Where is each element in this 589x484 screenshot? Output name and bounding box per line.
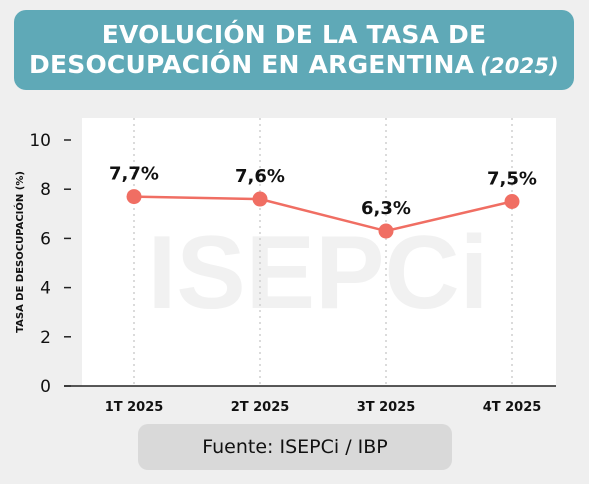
source-footer: Fuente: ISEPCi / IBP — [138, 424, 452, 470]
chart-title-year: (2025) — [480, 53, 559, 78]
data-point — [252, 191, 268, 207]
x-tick-label: 4T 2025 — [483, 400, 542, 415]
y-tick-label: 4 — [40, 279, 51, 299]
chart-title-line1: EVOLUCIÓN DE LA TASA DE — [101, 19, 487, 49]
x-tick-label: 2T 2025 — [231, 400, 290, 415]
data-labels: 7,7% 7,6% 6,3% 7,5% — [109, 164, 537, 219]
x-tick-label: 1T 2025 — [105, 400, 164, 415]
data-label: 7,6% — [235, 166, 285, 187]
series-line — [133, 195, 513, 233]
data-label: 7,5% — [487, 169, 537, 190]
title-banner: EVOLUCIÓN DE LA TASA DE DESOCUPACIÓN EN … — [14, 10, 574, 90]
chart-title-line2: DESOCUPACIÓN EN ARGENTINA (2025) — [29, 50, 559, 81]
data-label: 6,3% — [361, 198, 411, 219]
y-tick-label: 6 — [40, 229, 51, 249]
data-label: 7,7% — [109, 164, 159, 185]
plot-area — [82, 118, 556, 386]
grid-lines — [133, 118, 513, 386]
x-tick-label: 3T 2025 — [357, 400, 416, 415]
y-tick-label: 10 — [29, 131, 51, 151]
chart-title-main: DESOCUPACIÓN EN ARGENTINA — [29, 49, 475, 79]
data-point — [126, 189, 142, 205]
y-axis-ticks: 0 2 4 6 8 10 — [29, 131, 71, 397]
watermark-text: ISEPCi — [148, 215, 489, 331]
data-point — [504, 194, 520, 209]
y-tick-label: 8 — [40, 180, 51, 200]
data-points — [126, 189, 520, 239]
data-point — [378, 223, 394, 239]
y-tick-label: 0 — [40, 377, 51, 397]
x-axis-ticks: 1T 2025 2T 2025 3T 2025 4T 2025 — [105, 400, 542, 415]
y-tick-label: 2 — [40, 328, 51, 348]
y-axis-label: TASA DE DESOCUPACIÓN (%) — [13, 171, 26, 333]
